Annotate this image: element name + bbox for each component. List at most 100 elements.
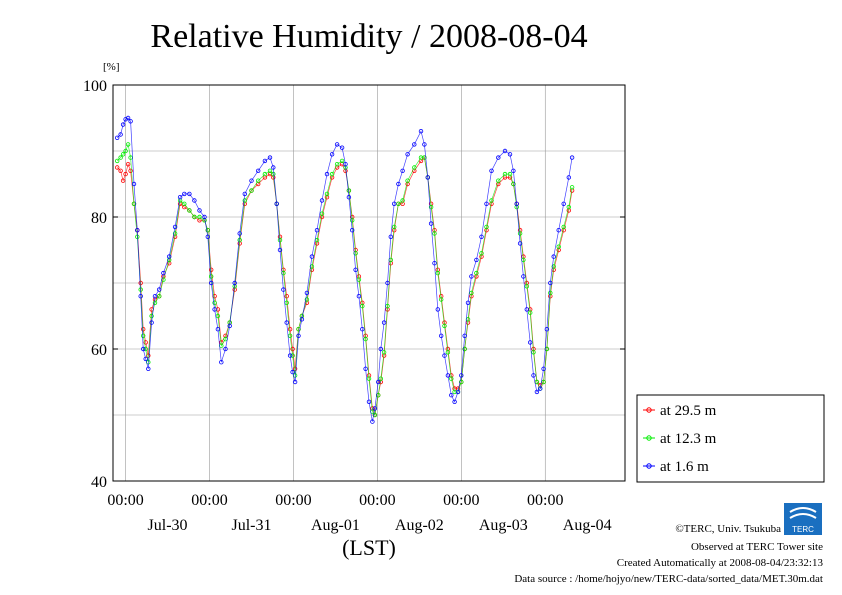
data-point	[459, 373, 464, 378]
legend-swatch-marker	[646, 463, 652, 469]
data-point	[125, 161, 131, 167]
data-point	[120, 178, 126, 183]
data-point	[439, 333, 444, 338]
data-point	[507, 152, 513, 157]
data-point	[192, 214, 197, 220]
series-1	[114, 155, 575, 418]
data-point	[372, 412, 378, 418]
data-point	[140, 333, 146, 338]
legend-label: at 1.6 m	[660, 459, 709, 475]
data-point	[287, 353, 293, 358]
data-point	[271, 171, 276, 177]
data-point	[484, 224, 489, 230]
data-point	[449, 376, 454, 381]
data-point	[223, 346, 228, 352]
data-point	[412, 142, 417, 147]
data-point	[125, 115, 131, 121]
data-point	[376, 379, 381, 385]
data-point	[521, 274, 526, 279]
data-point	[435, 270, 440, 276]
data-point	[329, 171, 335, 177]
x-tick-time-label: 00:00	[275, 492, 311, 509]
observed-text: Observed at TERC Tower site	[691, 541, 823, 553]
data-point	[396, 181, 401, 187]
data-point	[561, 201, 566, 206]
data-point	[287, 327, 293, 332]
data-point	[511, 181, 516, 187]
data-point	[531, 350, 536, 355]
data-point	[140, 346, 146, 352]
data-point	[192, 198, 197, 203]
data-point	[465, 300, 471, 305]
data-point	[172, 231, 178, 236]
data-point	[469, 274, 474, 279]
data-point	[566, 204, 571, 210]
data-point	[428, 204, 434, 210]
data-point	[114, 165, 120, 170]
data-point	[114, 135, 120, 140]
data-point	[551, 254, 556, 259]
data-point	[172, 224, 178, 230]
data-point	[496, 178, 501, 183]
data-point	[524, 284, 529, 289]
data-point	[449, 393, 454, 398]
data-point	[249, 188, 254, 193]
x-tick-date-label: Aug-04	[563, 517, 612, 534]
data-point	[202, 214, 207, 220]
data-point	[152, 294, 158, 299]
data-point	[372, 406, 378, 411]
data-point	[118, 168, 123, 173]
data-point	[114, 158, 120, 164]
data-point	[356, 294, 362, 299]
data-point	[425, 175, 430, 180]
series-layer	[114, 115, 575, 424]
data-point	[544, 327, 550, 332]
data-point	[381, 350, 387, 355]
data-point	[290, 369, 295, 375]
data-point	[343, 161, 348, 167]
data-point	[455, 389, 461, 395]
data-point	[528, 340, 533, 345]
data-point	[242, 191, 247, 197]
data-point	[484, 201, 489, 206]
series-3	[114, 115, 575, 424]
data-point	[531, 373, 536, 378]
data-point	[445, 350, 451, 355]
data-point	[514, 201, 519, 206]
data-point	[366, 376, 372, 381]
data-point	[319, 198, 325, 203]
y-tick-label: 40	[91, 474, 107, 491]
data-point	[208, 267, 214, 272]
y-axis-unit-label: [%]	[103, 61, 120, 73]
data-point	[534, 389, 540, 395]
x-tick-time-label: 00:00	[191, 492, 227, 509]
legend-label: at 12.3 m	[660, 431, 717, 447]
data-point	[428, 221, 434, 226]
data-point	[131, 181, 137, 187]
data-point	[353, 251, 358, 256]
data-point	[489, 198, 494, 203]
data-point	[123, 148, 128, 154]
data-point	[334, 161, 340, 167]
data-point	[474, 257, 479, 263]
data-point	[541, 366, 546, 371]
data-point	[412, 165, 417, 170]
x-tick-date-label: Aug-02	[395, 517, 444, 534]
data-point	[556, 244, 561, 249]
data-point	[267, 168, 273, 173]
logo-text: TERC	[792, 525, 814, 534]
data-point	[517, 241, 523, 246]
data-point	[197, 208, 202, 213]
x-axis-label: (LST)	[342, 535, 396, 560]
data-point	[418, 128, 424, 134]
data-point	[392, 201, 397, 206]
legend-swatch-marker	[646, 407, 652, 413]
data-point	[237, 231, 242, 236]
data-point	[366, 399, 372, 404]
data-point	[123, 171, 128, 177]
data-point	[474, 270, 479, 276]
data-point	[442, 323, 447, 329]
chart-title: Relative Humidity / 2008-08-04	[150, 18, 587, 55]
